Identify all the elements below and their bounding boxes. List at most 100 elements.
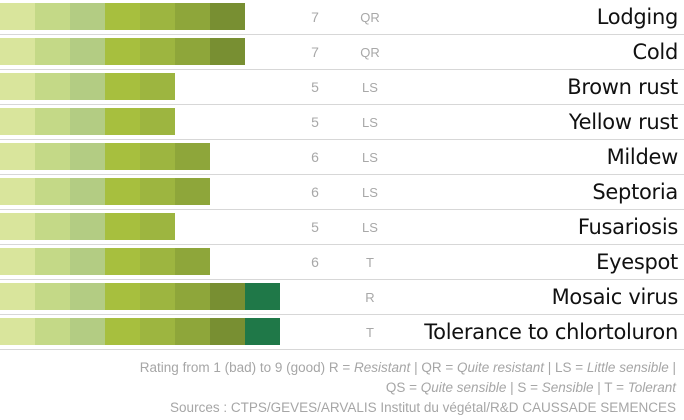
score-label: 5	[311, 79, 319, 95]
score-label: 7	[311, 44, 319, 60]
bar-segment	[35, 318, 70, 345]
bar-segment	[175, 318, 210, 345]
bar-segment	[105, 248, 140, 275]
bar-segment	[175, 248, 210, 275]
bar-segment	[140, 73, 175, 100]
bar-segment	[140, 283, 175, 310]
score-label: 6	[311, 184, 319, 200]
bar-segment	[70, 248, 105, 275]
row-divider	[0, 279, 684, 280]
bar-segment	[35, 248, 70, 275]
bar-segment	[210, 38, 245, 65]
rating-label: T	[366, 325, 374, 340]
category-label: Fusariosis	[577, 215, 678, 239]
score-label	[300, 280, 330, 315]
legend-separator: | QR =	[410, 360, 457, 375]
bar-segment	[70, 318, 105, 345]
legend-quite-resistant: Quite resistant	[456, 360, 545, 375]
legend-tolerant: Tolerant	[627, 380, 676, 395]
score-label	[300, 315, 330, 350]
rating-chart: 7 QR Lodging 7 QR Cold 5 LS Brown rust 5 LS Yellow …	[0, 3, 684, 350]
row-divider	[0, 104, 684, 105]
bar-segment	[70, 38, 105, 65]
bar-segment	[105, 3, 140, 30]
category-label: Mosaic virus	[551, 285, 679, 309]
row-divider	[0, 349, 684, 350]
bar-segment	[245, 283, 280, 310]
legend-text: QS =	[385, 380, 421, 395]
chart-row: 5 LS Fusariosis	[0, 210, 684, 245]
bar-segment	[35, 3, 70, 30]
bar-segment	[210, 283, 245, 310]
bar-segment	[175, 3, 210, 30]
bar-segment	[175, 143, 210, 170]
bar-segment	[70, 143, 105, 170]
chart-row: 5 LS Yellow rust	[0, 105, 684, 140]
bar-segment	[105, 38, 140, 65]
bar-segment	[210, 318, 245, 345]
bar-segment	[70, 3, 105, 30]
chart-row: 6 LS Septoria	[0, 175, 684, 210]
bar-segment	[140, 143, 175, 170]
bar-segment	[70, 283, 105, 310]
bar-segment	[210, 3, 245, 30]
rating-label: LS	[362, 220, 378, 235]
row-divider	[0, 314, 684, 315]
bar-segment	[70, 178, 105, 205]
rating-label: QR	[360, 10, 380, 25]
category-label: Lodging	[596, 5, 679, 29]
category-label: Tolerance to chlortoluron	[424, 320, 678, 344]
legend-line-2: QS = Quite sensible | S = Sensible | T =…	[0, 378, 676, 398]
category-label: Yellow rust	[568, 110, 678, 134]
chart-row: 5 LS Brown rust	[0, 70, 684, 105]
score-label: 6	[311, 254, 319, 270]
bar-segment	[140, 318, 175, 345]
legend-line-1: Rating from 1 (bad) to 9 (good) R = Resi…	[0, 358, 676, 378]
bar-segment	[0, 143, 35, 170]
bar-segment	[70, 108, 105, 135]
score-label: 5	[311, 219, 319, 235]
bar-segment	[175, 283, 210, 310]
score-label: 5	[311, 114, 319, 130]
bar-segment	[140, 248, 175, 275]
rating-label: QR	[360, 45, 380, 60]
legend-separator: | T =	[593, 380, 628, 395]
bar-segment	[0, 178, 35, 205]
bar-segment	[175, 38, 210, 65]
bar-segment	[140, 38, 175, 65]
row-divider	[0, 69, 684, 70]
bar-segment	[105, 318, 140, 345]
bar-segment	[140, 3, 175, 30]
legend-resistant: Resistant	[354, 360, 411, 375]
row-divider	[0, 34, 684, 35]
category-label: Mildew	[606, 145, 679, 169]
bar-segment	[175, 178, 210, 205]
legend-separator: | S =	[506, 380, 542, 395]
category-label: Septoria	[592, 180, 678, 204]
category-label: Eyespot	[596, 250, 678, 274]
legend-separator: |	[668, 360, 676, 375]
bar-segment	[105, 73, 140, 100]
chart-row: R Mosaic virus	[0, 280, 684, 315]
rating-label: LS	[362, 115, 378, 130]
rating-label: LS	[362, 80, 378, 95]
bar-segment	[0, 283, 35, 310]
row-divider	[0, 139, 684, 140]
bar-segment	[35, 73, 70, 100]
bar-segment	[105, 178, 140, 205]
bar-segment	[245, 318, 280, 345]
bar-segment	[35, 178, 70, 205]
chart-row: 6 T Eyespot	[0, 245, 684, 280]
bar-segment	[70, 213, 105, 240]
bar-segment	[35, 143, 70, 170]
category-label: Brown rust	[567, 75, 678, 99]
bar-segment	[0, 3, 35, 30]
bar-segment	[0, 318, 35, 345]
bar-segment	[0, 38, 35, 65]
category-label: Cold	[632, 40, 679, 64]
bar-segment	[105, 213, 140, 240]
row-divider	[0, 244, 684, 245]
legend-separator: | LS =	[544, 360, 587, 375]
chart-row: 7 QR Cold	[0, 35, 684, 70]
chart-row: 6 LS Mildew	[0, 140, 684, 175]
